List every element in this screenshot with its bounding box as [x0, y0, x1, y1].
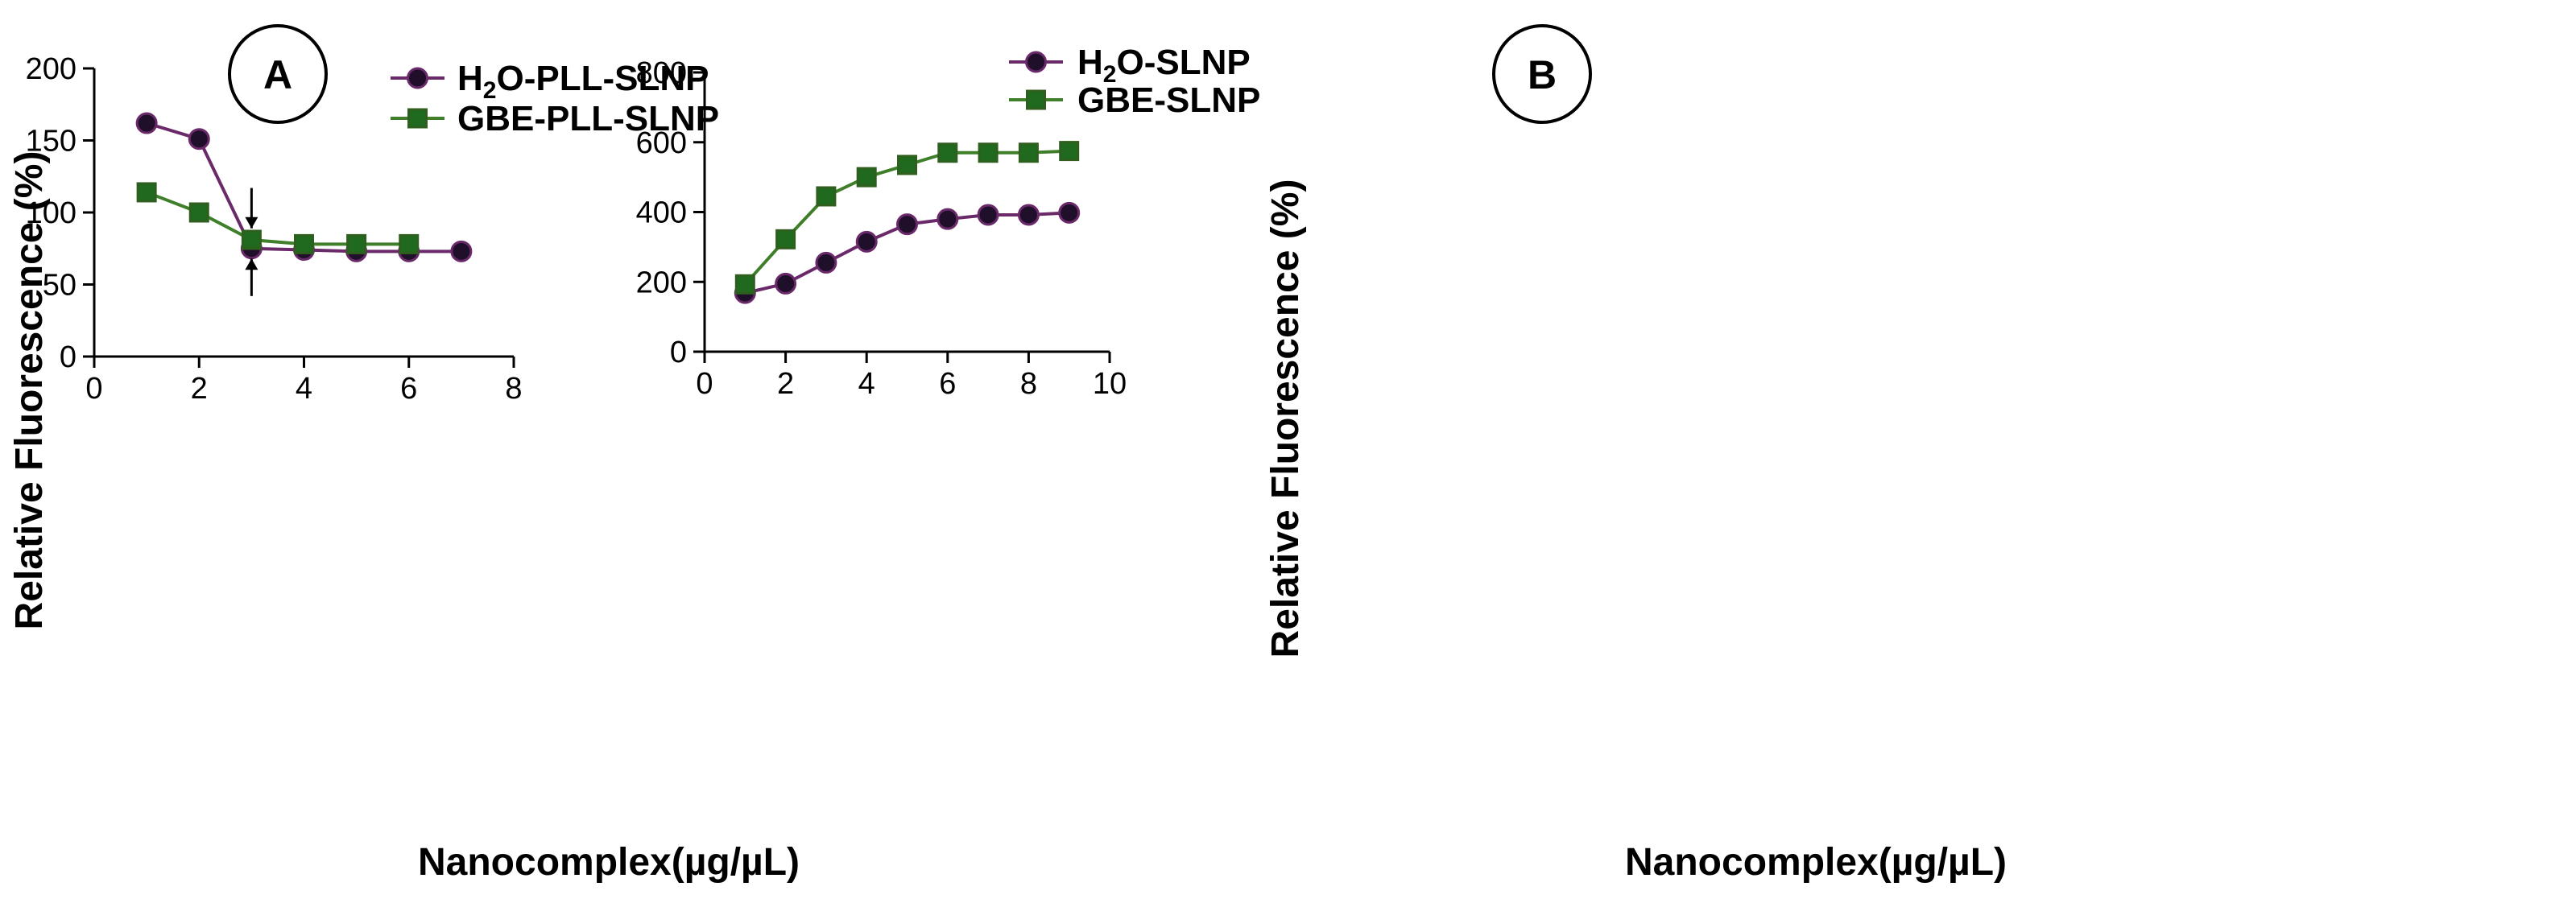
panel-a-letter: A — [263, 52, 292, 97]
panel-a-x-tick-label: 0 — [85, 372, 102, 406]
panel-b-series-2-point — [897, 155, 917, 175]
panel-a-series-2-legend-label: GBE-PLL-SLNP — [457, 99, 719, 138]
panel-b-series-1-point — [1058, 201, 1081, 224]
panel-a-y-tick-label: 200 — [26, 52, 76, 86]
panel-a-badge — [228, 24, 328, 124]
panel-b-y-tick-label: 400 — [636, 196, 687, 230]
panel-a-series-1-legend-label: H2O-PLL-SLNP — [457, 59, 709, 104]
panel-b-series-1-point — [977, 204, 999, 226]
panel-b-series-1-point — [855, 230, 878, 253]
panel-b-series-2-point — [816, 186, 837, 207]
panel-a-series-2-point — [241, 229, 262, 250]
panel-a-series-2-legend-marker — [407, 108, 428, 129]
panel-b-series-2-point — [734, 274, 755, 295]
panel-b-y-tick-label: 200 — [636, 266, 687, 299]
panel-b-y-tick-label: 0 — [670, 336, 687, 369]
panel-a-series-2-point — [188, 202, 209, 223]
panel-b-series-1-point — [896, 213, 918, 236]
panel-a-series-2-point — [294, 233, 314, 254]
panel-b-x-tick-label: 0 — [696, 367, 713, 401]
panel-a-arrow-up-annotation-head — [245, 258, 258, 270]
panel-b-letter: B — [1528, 52, 1557, 97]
panel-a-series-2-point — [136, 182, 157, 203]
panel-a-series-1-legend-marker — [407, 67, 428, 89]
panel-a-series-1-point — [450, 240, 473, 262]
panel-b: B Relative Fluorescence (%) Nanocomplex(… — [636, 24, 2007, 884]
panel-a-y-tick-label: 100 — [26, 196, 76, 230]
panel-a-series-1-point — [135, 112, 158, 134]
panel-a-y-tick-label: 0 — [60, 340, 76, 374]
panel-b-y-axis-title: Relative Fluorescence (%) — [1264, 179, 1307, 658]
panel-b-x-tick-label: 8 — [1020, 367, 1037, 401]
panel-b-series-2-point — [856, 167, 877, 188]
panel-b-badge — [1492, 24, 1592, 124]
panel-b-x-tick-label: 10 — [1093, 367, 1127, 401]
panel-a-x-tick-label: 6 — [400, 372, 417, 406]
panel-b-series-1-point — [1017, 204, 1040, 226]
panel-b-y-tick-label: 600 — [636, 126, 687, 160]
panel-b-series-1-legend-marker — [1025, 51, 1047, 73]
panel-a-y-axis-title: Relative Fluorescence (%) — [8, 151, 51, 630]
panel-a-x-axis-title: Nanocomplex(µg/µL) — [418, 841, 800, 884]
panel-a-x-tick-label: 4 — [296, 372, 312, 406]
panel-b-x-axis-title: Nanocomplex(µg/µL) — [1625, 841, 2007, 884]
panel-a-series-2-point — [346, 233, 367, 254]
panel-a-y-tick-label: 50 — [43, 269, 76, 303]
panel-b-x-tick-label: 4 — [858, 367, 875, 401]
panel-b-y-tick-label: 800 — [636, 56, 687, 90]
panel-b-series-1-legend-label: H2O-SLNP — [1077, 43, 1251, 88]
panel-b-series-1-point — [775, 272, 797, 295]
panel-b-series-2-point — [1059, 141, 1080, 162]
panel-b-x-tick-label: 2 — [777, 367, 794, 401]
panel-b-x-tick-label: 6 — [939, 367, 956, 401]
panel-b-series-2-point — [937, 142, 958, 163]
panel-a-arrow-down-annotation-head — [245, 216, 258, 229]
panel-b-series-1-point — [815, 251, 837, 274]
panel-a-series-1-point — [188, 128, 210, 150]
panel-b-series-1-point — [937, 208, 959, 230]
panel-a: A Relative Fluorescence (%) Nanocomplex(… — [8, 24, 800, 884]
panel-a-y-tick-label: 150 — [26, 125, 76, 159]
panel-b-series-2-legend-marker — [1026, 89, 1046, 110]
panel-b-series-2-point — [978, 142, 999, 163]
panel-a-series-2-line — [146, 191, 409, 246]
panel-b-series-2-legend-label: GBE-SLNP — [1077, 80, 1260, 120]
panel-a-series-2-point — [399, 233, 420, 254]
panel-a-x-tick-label: 8 — [505, 372, 522, 406]
panel-a-x-tick-label: 2 — [191, 372, 208, 406]
panel-b-series-2-point — [775, 229, 796, 249]
panel-b-series-2-point — [1018, 142, 1039, 163]
